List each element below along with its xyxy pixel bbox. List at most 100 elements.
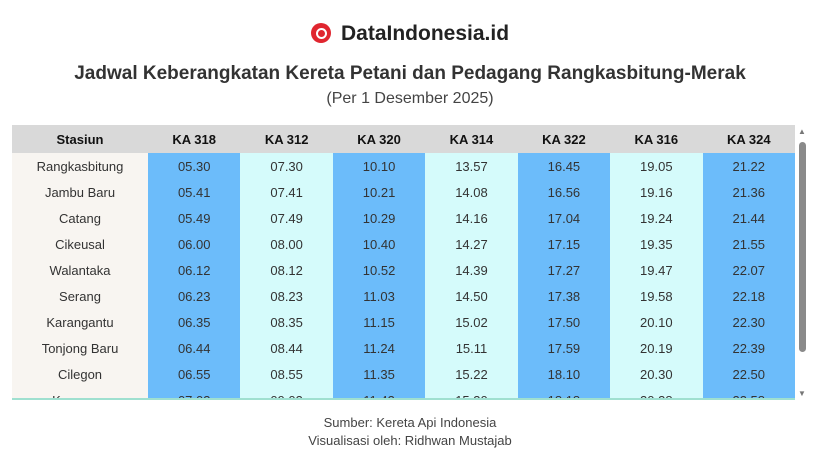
table-row: Serang 06.23 08.23 11.03 14.50 17.38 19.58 22.1… xyxy=(12,283,795,309)
time-cell: 10.40 xyxy=(332,231,426,257)
time-cell: 11.15 xyxy=(332,309,426,335)
column-header: KA 318 xyxy=(148,125,241,153)
station-cell: Walantaka xyxy=(12,257,148,283)
time-cell: 17.59 xyxy=(517,335,611,361)
time-cell: 07.03 xyxy=(148,387,241,398)
time-cell: 20.19 xyxy=(610,335,703,361)
time-cell: 17.15 xyxy=(517,231,611,257)
time-cell: 18.18 xyxy=(517,387,611,398)
time-cell: 14.39 xyxy=(425,257,518,283)
time-cell: 18.10 xyxy=(517,361,611,387)
time-cell: 17.50 xyxy=(517,309,611,335)
station-cell: Rangkasbitung xyxy=(12,153,148,179)
table-viewport: Stasiun KA 318 KA 312 KA 320 KA 314 KA 322 KA … xyxy=(12,125,795,400)
source: Sumber: Kereta Api Indonesia xyxy=(323,415,497,430)
column-header: KA 312 xyxy=(240,125,333,153)
time-cell: 15.30 xyxy=(425,387,518,398)
time-cell: 06.00 xyxy=(148,231,241,257)
time-cell: 21.55 xyxy=(702,231,795,257)
time-cell: 05.30 xyxy=(148,153,241,179)
time-cell: 06.44 xyxy=(148,335,241,361)
station-cell: Catang xyxy=(12,205,148,231)
brand: DataIndonesia.id xyxy=(0,22,820,46)
time-cell: 13.57 xyxy=(425,153,518,179)
time-cell: 10.52 xyxy=(332,257,426,283)
station-cell: Cikeusal xyxy=(12,231,148,257)
time-cell: 09.03 xyxy=(240,387,333,398)
time-cell: 08.23 xyxy=(240,283,333,309)
time-cell: 22.50 xyxy=(702,361,795,387)
time-cell: 19.05 xyxy=(610,153,703,179)
time-cell: 17.38 xyxy=(517,283,611,309)
time-cell: 06.12 xyxy=(148,257,241,283)
station-cell: Krenceng xyxy=(12,387,148,398)
station-cell: Serang xyxy=(12,283,148,309)
time-cell: 08.44 xyxy=(240,335,333,361)
station-cell: Jambu Baru xyxy=(12,179,148,205)
logo xyxy=(310,23,331,43)
time-cell: 05.41 xyxy=(148,179,241,205)
time-cell: 16.45 xyxy=(517,153,611,179)
time-cell: 07.49 xyxy=(240,205,333,231)
time-cell: 07.41 xyxy=(240,179,333,205)
brand-name: DataIndonesia.id xyxy=(340,22,510,45)
time-cell: 19.16 xyxy=(610,179,703,205)
time-cell: 10.21 xyxy=(332,179,426,205)
time-cell: 06.23 xyxy=(148,283,241,309)
time-cell: 19.35 xyxy=(610,231,703,257)
time-cell: 08.00 xyxy=(240,231,333,257)
time-cell: 22.58 xyxy=(702,387,795,398)
scroll-down[interactable]: ▼ xyxy=(798,389,806,398)
time-cell: 17.04 xyxy=(517,205,611,231)
time-cell: 19.47 xyxy=(610,257,703,283)
time-cell: 11.24 xyxy=(332,335,426,361)
column-header: KA 316 xyxy=(610,125,703,153)
time-cell: 15.22 xyxy=(425,361,518,387)
scroll-thumb[interactable] xyxy=(799,142,806,352)
table-row: Rangkasbitung 05.30 07.30 10.10 13.57 16.45 19… xyxy=(12,153,795,179)
time-cell: 08.35 xyxy=(240,309,333,335)
time-cell: 21.44 xyxy=(702,205,795,231)
column-header: KA 314 xyxy=(425,125,518,153)
scroll-up[interactable]: ▲ xyxy=(798,127,806,136)
time-cell: 22.07 xyxy=(702,257,795,283)
station-cell: Tonjong Baru xyxy=(12,335,148,361)
time-cell: 19.24 xyxy=(610,205,703,231)
subtitle: (Per 1 Desember 2025) xyxy=(326,90,494,107)
time-cell: 14.08 xyxy=(425,179,518,205)
time-cell: 22.18 xyxy=(702,283,795,309)
time-cell: 20.30 xyxy=(610,361,703,387)
column-header: Stasiun xyxy=(12,125,148,153)
time-cell: 20.38 xyxy=(610,387,703,398)
time-cell: 10.29 xyxy=(332,205,426,231)
time-cell: 11.43 xyxy=(332,387,426,398)
table-row: Cikeusal 06.00 08.00 10.40 14.27 17.15 19.35 21… xyxy=(12,231,795,257)
table-row: Karangantu 06.35 08.35 11.15 15.02 17.50 20.10… xyxy=(12,309,795,335)
time-cell: 15.11 xyxy=(425,335,518,361)
time-cell: 06.55 xyxy=(148,361,241,387)
table-row: Catang 05.49 07.49 10.29 14.16 17.04 19.24 21.4… xyxy=(12,205,795,231)
time-cell: 05.49 xyxy=(148,205,241,231)
title: Jadwal Keberangkatan Kereta Petani dan P… xyxy=(74,63,746,84)
time-cell: 22.30 xyxy=(702,309,795,335)
station-cell: Karangantu xyxy=(12,309,148,335)
table-row: Tonjong Baru 06.44 08.44 11.24 15.11 17.59 20.… xyxy=(12,335,795,361)
scrollbar[interactable]: ▲ ▼ xyxy=(797,127,808,398)
credit: Visualisasi oleh: Ridhwan Mustajab xyxy=(308,433,512,448)
time-cell: 11.35 xyxy=(332,361,426,387)
time-cell: 14.16 xyxy=(425,205,518,231)
table-row: Krenceng 07.03 09.03 11.43 15.30 18.18 20.38 22… xyxy=(12,387,795,398)
column-header: KA 320 xyxy=(332,125,426,153)
time-cell: 08.55 xyxy=(240,361,333,387)
time-cell: 11.03 xyxy=(332,283,426,309)
station-cell: Cilegon xyxy=(12,361,148,387)
column-header: KA 322 xyxy=(517,125,611,153)
time-cell: 14.27 xyxy=(425,231,518,257)
time-cell: 22.39 xyxy=(702,335,795,361)
table-row: Walantaka 06.12 08.12 10.52 14.39 17.27 19.47 2… xyxy=(12,257,795,283)
table-row: Jambu Baru 05.41 07.41 10.21 14.08 16.56 19.16… xyxy=(12,179,795,205)
table-row: Cilegon 06.55 08.55 11.35 15.22 18.10 20.30 22.… xyxy=(12,361,795,387)
time-cell: 14.50 xyxy=(425,283,518,309)
time-cell: 07.30 xyxy=(240,153,333,179)
time-cell: 20.10 xyxy=(610,309,703,335)
